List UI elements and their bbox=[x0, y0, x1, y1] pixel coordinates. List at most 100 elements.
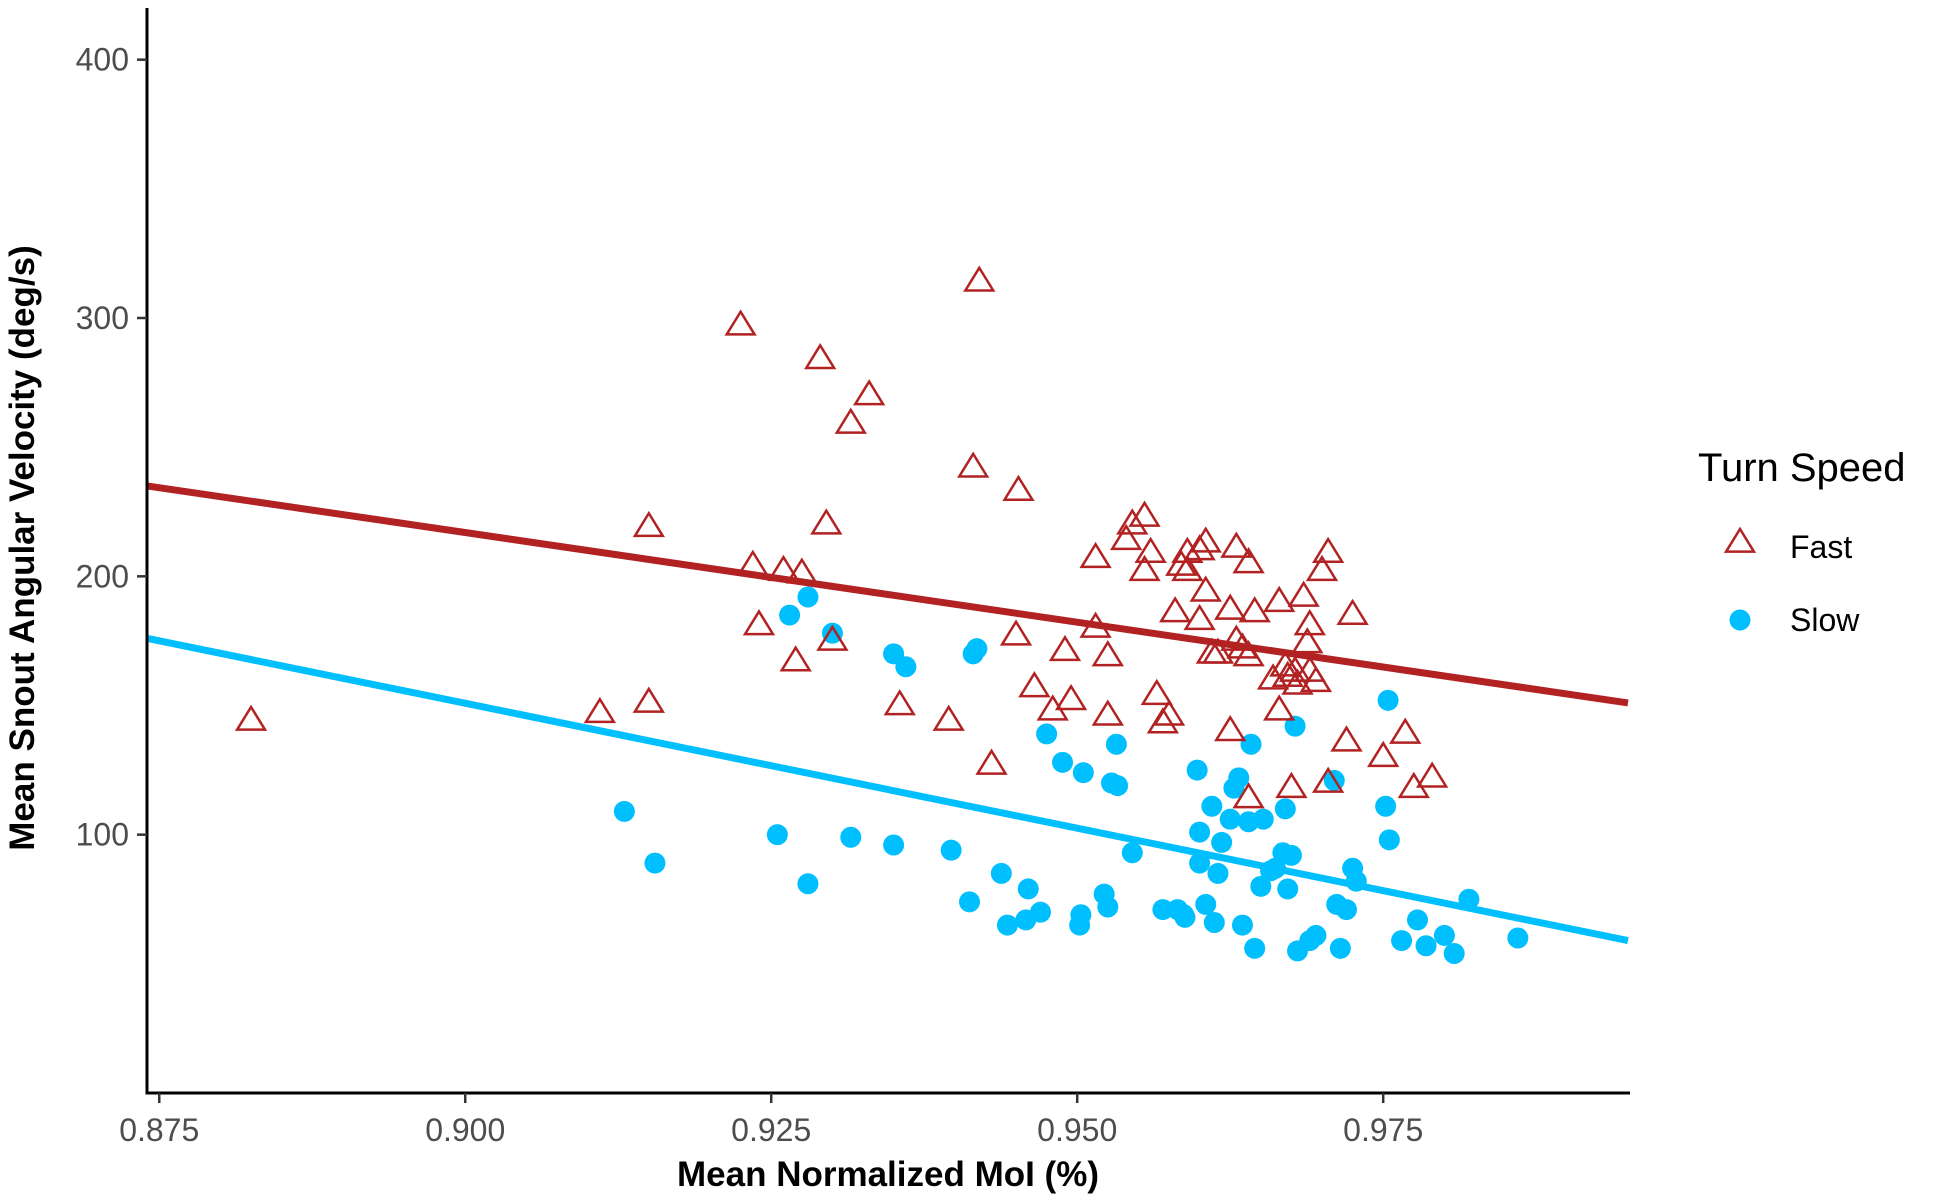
y-axis-ticks: 100 200 300 400 bbox=[76, 42, 147, 853]
fast-point bbox=[834, 407, 867, 434]
fast-point bbox=[1165, 549, 1198, 576]
fast-point bbox=[1305, 554, 1339, 582]
fast-point bbox=[1220, 531, 1253, 558]
slow-point bbox=[1375, 795, 1397, 817]
slow-point bbox=[1433, 924, 1455, 946]
slow-point bbox=[1378, 829, 1400, 851]
fast-point bbox=[1189, 526, 1222, 553]
slow-point bbox=[996, 914, 1018, 936]
fast-point bbox=[1232, 640, 1265, 667]
x-tick-label: 0.900 bbox=[425, 1112, 505, 1148]
slow-point bbox=[1072, 762, 1094, 784]
fast-point bbox=[1140, 678, 1173, 706]
slow-point bbox=[883, 834, 905, 856]
slow-point bbox=[1201, 795, 1223, 817]
fast-point bbox=[724, 309, 757, 336]
legend: Turn Speed Fast Slow bbox=[1698, 446, 1906, 638]
fast-point bbox=[1128, 500, 1161, 527]
slow-point bbox=[1458, 888, 1480, 910]
fast-point bbox=[1291, 627, 1324, 654]
slow-point bbox=[1507, 927, 1529, 949]
fast-trend-line bbox=[146, 482, 1629, 707]
slow-point bbox=[1211, 831, 1233, 853]
fast-point bbox=[779, 645, 812, 672]
x-tick-label: 0.875 bbox=[119, 1112, 199, 1148]
fast-point bbox=[1079, 611, 1112, 638]
slow-point bbox=[797, 586, 819, 608]
fast-point bbox=[999, 619, 1033, 646]
slow-point bbox=[966, 638, 988, 660]
fast-point bbox=[632, 686, 666, 713]
slow-point bbox=[1345, 870, 1367, 892]
fast-point bbox=[1171, 554, 1204, 582]
y-axis-title: Mean Snout Angular Velocity (deg/s) bbox=[3, 245, 42, 850]
fast-point bbox=[975, 748, 1008, 775]
fast-point bbox=[785, 557, 819, 584]
fast-point bbox=[1311, 766, 1345, 793]
legend-slow-circle-icon bbox=[1729, 609, 1751, 631]
slow-point bbox=[895, 656, 917, 678]
slow-point bbox=[644, 852, 666, 874]
fast-point bbox=[742, 609, 776, 636]
x-tick-label: 0.975 bbox=[1343, 1112, 1423, 1148]
legend-key-fast bbox=[1723, 526, 1757, 553]
slow-point bbox=[779, 604, 801, 626]
slow-point bbox=[821, 622, 843, 644]
plot-area bbox=[146, 265, 1629, 964]
fast-point bbox=[1158, 596, 1192, 623]
slow-point bbox=[766, 824, 788, 846]
slow-point bbox=[1186, 759, 1208, 781]
fast-point bbox=[1214, 593, 1247, 620]
slow-point bbox=[1231, 914, 1253, 936]
fast-point bbox=[736, 549, 770, 576]
slow-point bbox=[990, 862, 1012, 884]
slow-point bbox=[940, 839, 962, 861]
slow-point bbox=[1335, 899, 1357, 921]
legend-label-fast: Fast bbox=[1790, 529, 1852, 565]
y-tick-label: 200 bbox=[76, 558, 129, 594]
fast-point bbox=[1238, 596, 1271, 623]
slow-point bbox=[840, 826, 862, 848]
slow-point bbox=[1070, 904, 1092, 926]
x-axis-title: Mean Normalized MoI (%) bbox=[677, 1155, 1099, 1194]
fast-point bbox=[1183, 603, 1216, 631]
slow-point bbox=[1189, 852, 1211, 874]
fast-point bbox=[1079, 541, 1112, 569]
slow-point bbox=[797, 873, 819, 895]
slow-point bbox=[1036, 723, 1058, 745]
fast-point bbox=[1281, 668, 1314, 695]
slow-point bbox=[1029, 901, 1051, 923]
legend-key-slow bbox=[1729, 609, 1751, 631]
legend-fast-triangle-icon bbox=[1723, 526, 1757, 553]
x-tick-label: 0.950 bbox=[1037, 1112, 1117, 1148]
fast-point bbox=[963, 265, 996, 292]
slow-point bbox=[1284, 715, 1306, 737]
slow-point bbox=[1189, 821, 1211, 843]
slow-point bbox=[1250, 875, 1272, 897]
fast-point bbox=[1152, 699, 1186, 726]
slow-point bbox=[1244, 937, 1266, 959]
slow-point bbox=[1174, 906, 1196, 928]
slow-point bbox=[1443, 943, 1465, 964]
fast-point bbox=[632, 510, 666, 538]
slow-point bbox=[1406, 909, 1428, 931]
y-tick-label: 100 bbox=[76, 817, 129, 853]
fast-point bbox=[1116, 508, 1149, 535]
slow-point bbox=[1195, 893, 1217, 915]
slow-point bbox=[1280, 844, 1302, 866]
x-axis-ticks: 0.875 0.900 0.925 0.950 0.975 bbox=[119, 1093, 1423, 1148]
fast-point bbox=[1091, 640, 1124, 667]
fast-point bbox=[1232, 782, 1265, 809]
fast-point bbox=[1214, 714, 1247, 742]
slow-point bbox=[959, 891, 981, 913]
fast-point bbox=[816, 624, 849, 651]
fast-point bbox=[1091, 699, 1124, 726]
slow-point bbox=[1391, 930, 1413, 952]
slow-point bbox=[1377, 689, 1399, 711]
slow-point bbox=[1105, 733, 1127, 755]
fast-point bbox=[932, 704, 965, 731]
fast-point bbox=[1389, 717, 1422, 744]
fast-point bbox=[1018, 671, 1051, 698]
fast-point bbox=[1293, 609, 1326, 636]
